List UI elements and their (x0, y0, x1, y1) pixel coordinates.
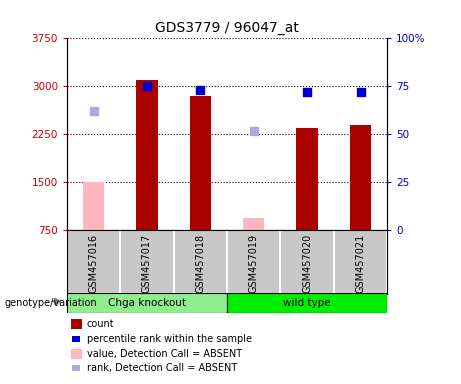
Text: GSM457020: GSM457020 (302, 233, 312, 293)
Bar (296, 128, 318, 230)
Text: value, Detection Call = ABSENT: value, Detection Call = ABSENT (87, 349, 242, 359)
Bar (67, 293, 227, 313)
Point (250, 127, 257, 134)
Point (303, 89, 311, 95)
Title: GDS3779 / 96047_at: GDS3779 / 96047_at (155, 21, 299, 35)
Bar (83, 182, 104, 230)
Text: GSM457018: GSM457018 (195, 233, 205, 293)
Point (197, 87, 204, 93)
Point (90, 108, 97, 114)
Bar (189, 96, 211, 230)
Text: rank, Detection Call = ABSENT: rank, Detection Call = ABSENT (87, 363, 237, 373)
Text: count: count (87, 319, 114, 329)
Text: percentile rank within the sample: percentile rank within the sample (87, 334, 252, 344)
Text: genotype/variation: genotype/variation (5, 298, 97, 308)
Text: GSM457017: GSM457017 (142, 233, 152, 293)
Text: wild type: wild type (284, 298, 331, 308)
Text: GSM457019: GSM457019 (249, 233, 259, 293)
Point (357, 89, 364, 95)
Point (143, 83, 151, 89)
Text: GSM457021: GSM457021 (355, 233, 366, 293)
Bar (350, 125, 371, 230)
Bar (243, 218, 265, 230)
Bar (136, 80, 158, 230)
Bar (227, 293, 387, 313)
Text: Chga knockout: Chga knockout (108, 298, 186, 308)
Text: GSM457016: GSM457016 (89, 233, 99, 293)
